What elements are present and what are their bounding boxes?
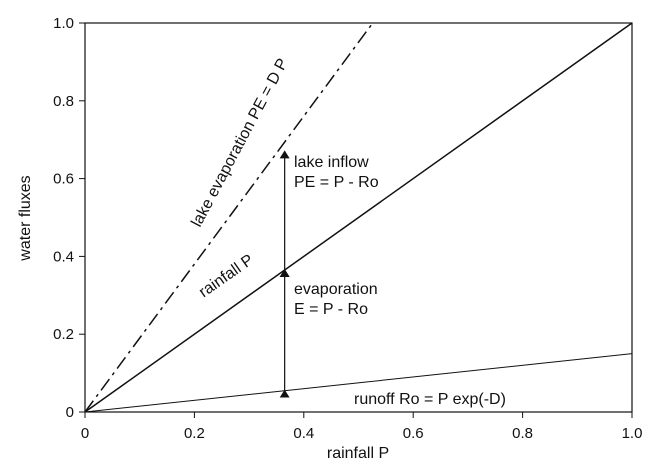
annotation-evaporation-line2: E = P - Ro [294,301,368,318]
x-tick-label: 0.6 [403,425,424,442]
y-tick-label: 0.8 [53,93,74,110]
x-tick-label: 0.8 [512,425,533,442]
y-axis-label: water fluxes [17,175,34,261]
series-line-3 [84,353,633,413]
x-tick-label: 0.2 [184,425,205,442]
series-line-2 [84,22,633,413]
annotation-evaporation-line1: evaporation [294,281,378,298]
y-tick-label: 0 [66,404,74,421]
plot-frame [84,22,633,413]
annotation-rainfall: rainfall P [196,251,257,301]
x-axis-label: rainfall P [327,445,389,462]
y-tick-label: 0.2 [53,326,74,343]
annotation-runoff: runoff Ro = P exp(-D) [354,391,506,408]
annotation-lake-inflow-line1: lake inflow [294,154,369,171]
x-tick-label: 0 [81,425,89,442]
y-tick-label: 1.0 [53,15,74,32]
y-tick-label: 0.4 [53,248,74,265]
y-tick-label: 0.6 [53,171,74,188]
annotation-lake-inflow-line2: PE = P - Ro [294,174,379,191]
series-line-1 [84,22,374,413]
x-tick-label: 1.0 [622,425,643,442]
x-tick-label: 0.4 [293,425,314,442]
annotation-lake-evaporation: lake evaporation PE = D P [188,56,291,230]
